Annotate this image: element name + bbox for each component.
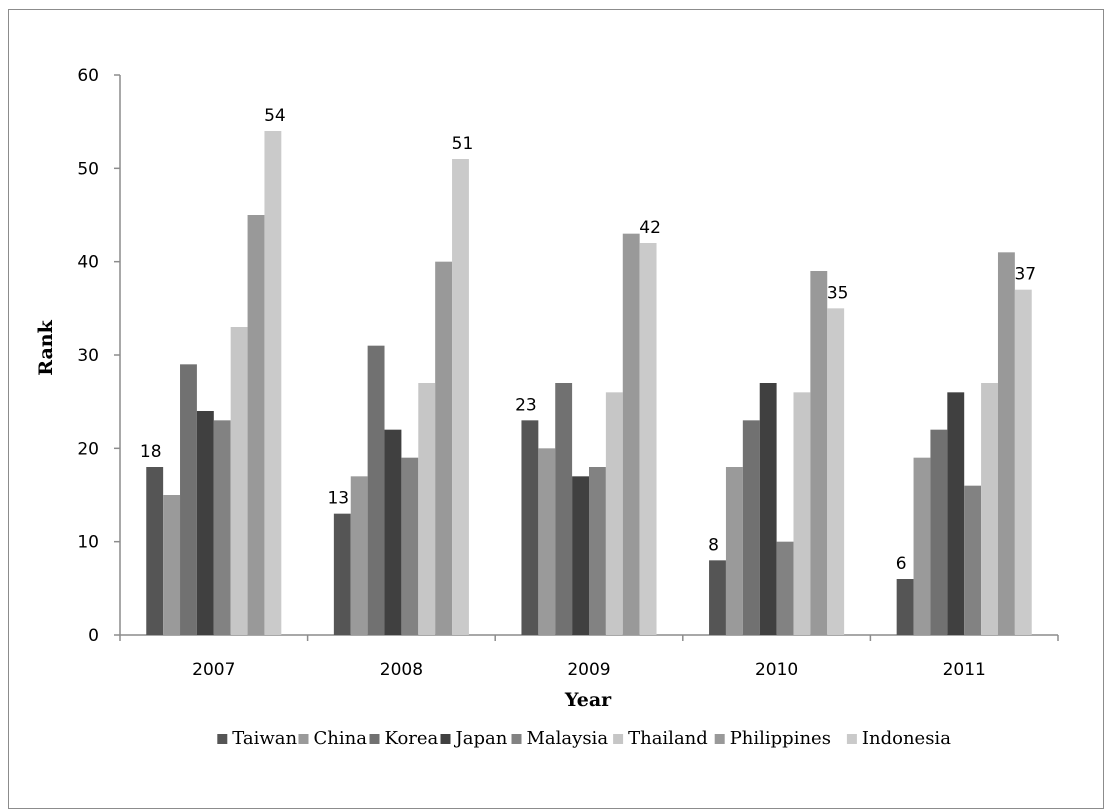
bar-taiwan-2008 (333, 513, 351, 635)
legend-item-philippines: Philippines (714, 728, 831, 749)
legend-swatch (613, 734, 624, 744)
legend-label: Indonesia (862, 728, 951, 749)
bar-malaysia-2009 (589, 467, 606, 635)
legend-label: Japan (454, 728, 508, 749)
bar-korea-2008 (367, 345, 385, 635)
bar-japan-2011 (947, 392, 965, 635)
bar-thailand-2010 (793, 392, 811, 635)
data-label-taiwan: 18 (140, 442, 162, 462)
data-label-taiwan: 6 (896, 554, 907, 574)
x-tick-label: 2007 (192, 660, 235, 680)
bar-japan-2007 (196, 411, 214, 635)
bars (146, 131, 1032, 636)
legend-item-taiwan: Taiwan (217, 728, 298, 749)
bar-japan-2010 (759, 383, 777, 635)
legend-label: Philippines (730, 728, 831, 749)
bar-philippines-2008 (435, 261, 453, 635)
bar-china-2011 (913, 457, 931, 635)
bar-taiwan-2007 (146, 467, 164, 635)
bar-thailand-2007 (230, 327, 248, 635)
data-label-indonesia: 37 (1014, 265, 1036, 285)
bar-indonesia-2008 (452, 159, 469, 635)
bar-philippines-2010 (810, 271, 828, 635)
legend-item-japan: Japan (440, 728, 508, 749)
bar-malaysia-2008 (401, 457, 419, 635)
bar-taiwan-2011 (896, 579, 914, 635)
bar-china-2007 (163, 495, 181, 635)
data-label-taiwan: 8 (708, 535, 719, 555)
y-tick-label: 0 (88, 626, 99, 646)
legend-swatch (298, 734, 309, 744)
data-label-indonesia: 51 (452, 134, 474, 154)
legend-label: Malaysia (527, 728, 609, 749)
y-tick-label: 30 (77, 346, 99, 366)
data-label-taiwan: 23 (515, 395, 537, 415)
y-tick-label: 50 (77, 159, 99, 179)
x-tick-label: 2009 (567, 660, 610, 680)
legend-label: China (314, 728, 368, 749)
bar-indonesia-2010 (827, 308, 845, 635)
bar-thailand-2009 (605, 392, 623, 635)
bar-korea-2011 (930, 429, 948, 635)
x-tick-label: 2008 (380, 660, 423, 680)
legend-item-indonesia: Indonesia (846, 728, 951, 749)
legend-item-thailand: Thailand (613, 728, 708, 749)
bar-thailand-2008 (418, 383, 436, 635)
bar-indonesia-2009 (639, 243, 657, 635)
legend-item-korea: Korea (369, 728, 439, 749)
bar-indonesia-2011 (1014, 289, 1032, 635)
legend-swatch (217, 734, 228, 744)
bar-taiwan-2009 (521, 420, 539, 635)
legend-swatch (369, 734, 380, 744)
bar-philippines-2011 (997, 252, 1015, 635)
legend-swatch (846, 734, 857, 744)
x-axis-title: Year (564, 689, 612, 711)
x-tick-label: 2011 (943, 660, 986, 680)
y-tick-label: 40 (77, 253, 99, 273)
legend-swatch (440, 734, 451, 744)
bar-japan-2009 (572, 476, 589, 635)
legend-label: Thailand (628, 728, 708, 749)
bar-china-2008 (350, 476, 368, 635)
data-label-indonesia: 35 (827, 283, 849, 303)
legend-swatch (511, 734, 522, 744)
bar-taiwan-2010 (709, 560, 726, 635)
bar-china-2010 (725, 467, 743, 635)
bar-malaysia-2010 (776, 541, 794, 635)
y-axis-title: Rank (35, 319, 57, 375)
data-label-indonesia: 54 (264, 106, 286, 126)
bar-malaysia-2007 (213, 420, 231, 635)
legend-label: Korea (385, 728, 439, 749)
bar-japan-2008 (384, 429, 402, 635)
data-label-indonesia: 42 (639, 218, 661, 238)
bar-korea-2009 (555, 383, 573, 635)
legend: Taiwan China Korea Japan Malaysia Thailand Phi… (217, 728, 951, 749)
legend-item-malaysia: Malaysia (511, 728, 609, 749)
y-tick-label: 20 (77, 439, 99, 459)
legend-label: Taiwan (232, 728, 297, 749)
y-tick-label: 10 (77, 533, 99, 553)
y-tick-label: 60 (77, 66, 99, 86)
bar-china-2009 (538, 448, 556, 635)
bar-korea-2007 (180, 364, 197, 635)
bar-philippines-2007 (247, 215, 265, 635)
legend-item-china: China (298, 728, 368, 749)
bar-malaysia-2011 (964, 485, 982, 635)
bar-indonesia-2007 (264, 131, 282, 635)
legend-swatch (714, 734, 725, 744)
x-tick-label: 2010 (755, 660, 798, 680)
bar-philippines-2009 (622, 233, 640, 636)
data-labels: 18 13 23 8 6 54 51 42 35 37 (140, 106, 1036, 574)
bar-korea-2010 (742, 420, 760, 635)
data-label-taiwan: 13 (327, 489, 349, 509)
bar-thailand-2011 (981, 383, 998, 635)
